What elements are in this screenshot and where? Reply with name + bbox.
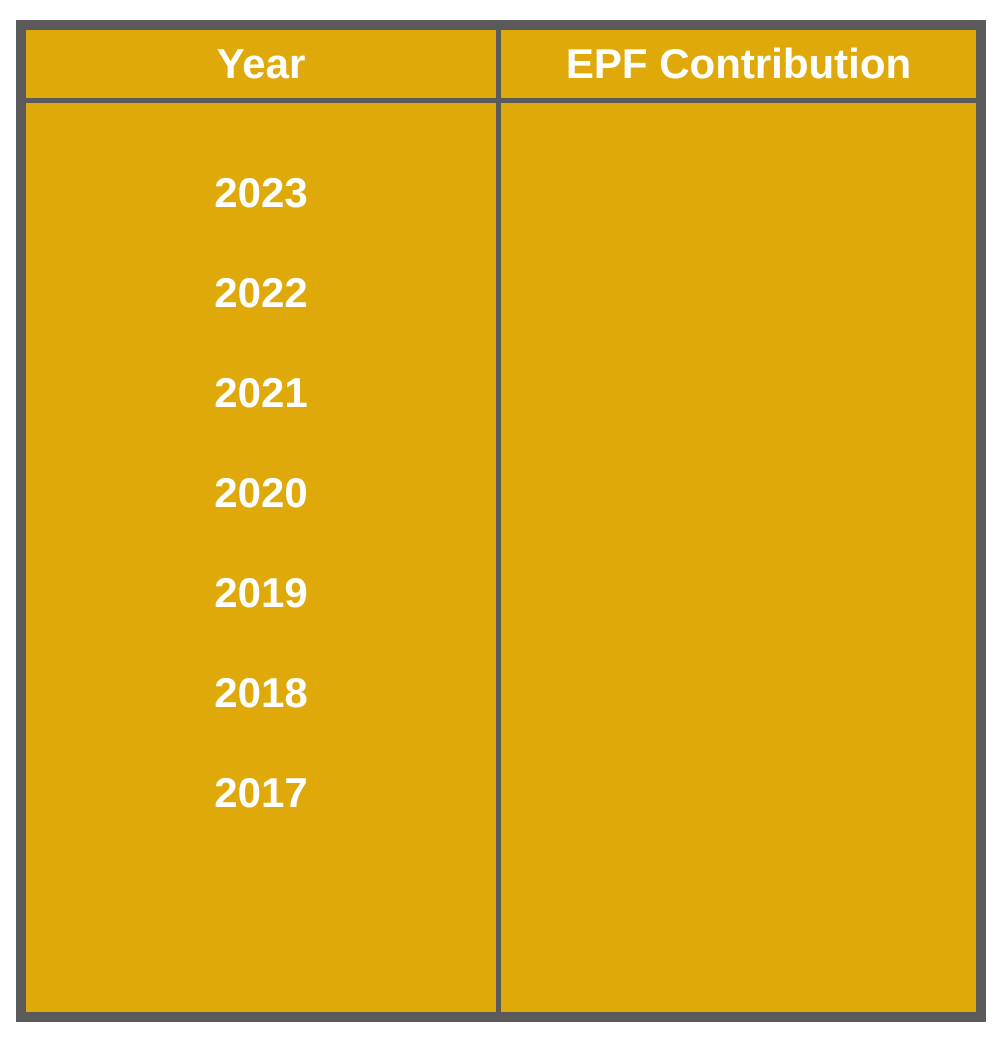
table-header-row: Year EPF Contribution: [26, 30, 976, 103]
header-year: Year: [216, 40, 306, 87]
header-epf-contribution: EPF Contribution: [565, 40, 912, 87]
table-row-year: 2023: [214, 169, 308, 216]
epf-contribution-column: [501, 103, 976, 1012]
column-divider: [496, 30, 501, 1012]
table-row-year: 2022: [214, 269, 308, 316]
table-row-year: 2020: [214, 469, 308, 516]
table-row-year: 2018: [214, 669, 308, 716]
table-row-year: 2017: [214, 769, 308, 816]
table-row-year: 2019: [214, 569, 308, 616]
table-row-year: 2021: [214, 369, 308, 416]
epf-table: Year EPF Contribution 2023 2022 2021 202…: [16, 20, 986, 1022]
